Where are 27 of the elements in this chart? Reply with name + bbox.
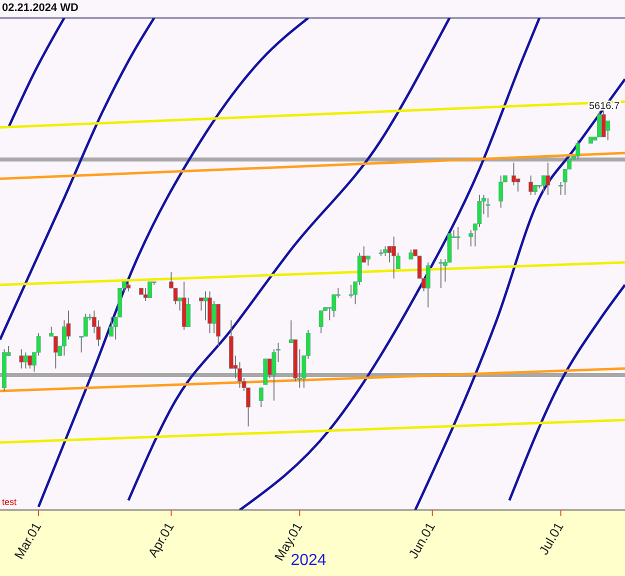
candlestick [532, 184, 538, 196]
candlestick [438, 258, 444, 289]
candlestick [546, 162, 550, 196]
text: 02.21.2024 WD [2, 2, 78, 14]
candlestick [212, 300, 216, 334]
candlestick [408, 249, 414, 260]
candlestick [387, 246, 392, 263]
candlestick [23, 352, 28, 370]
text: test [2, 497, 17, 507]
candlestick [456, 226, 460, 250]
candlestick [366, 255, 370, 266]
candlestick [498, 175, 504, 208]
candlestick [528, 175, 534, 196]
candlestick [486, 198, 490, 218]
candlestick [516, 178, 520, 192]
candlestick [126, 281, 131, 292]
candlestick [199, 297, 204, 312]
candlestick [258, 387, 264, 408]
candlestick [318, 310, 324, 334]
candlestick [186, 297, 191, 328]
candlestick [83, 313, 88, 337]
candlestick [576, 140, 580, 160]
candlestick [203, 290, 208, 321]
candlestick [28, 355, 32, 370]
candlestick [477, 194, 482, 228]
candlestick [426, 262, 430, 308]
candlestick [19, 348, 24, 370]
